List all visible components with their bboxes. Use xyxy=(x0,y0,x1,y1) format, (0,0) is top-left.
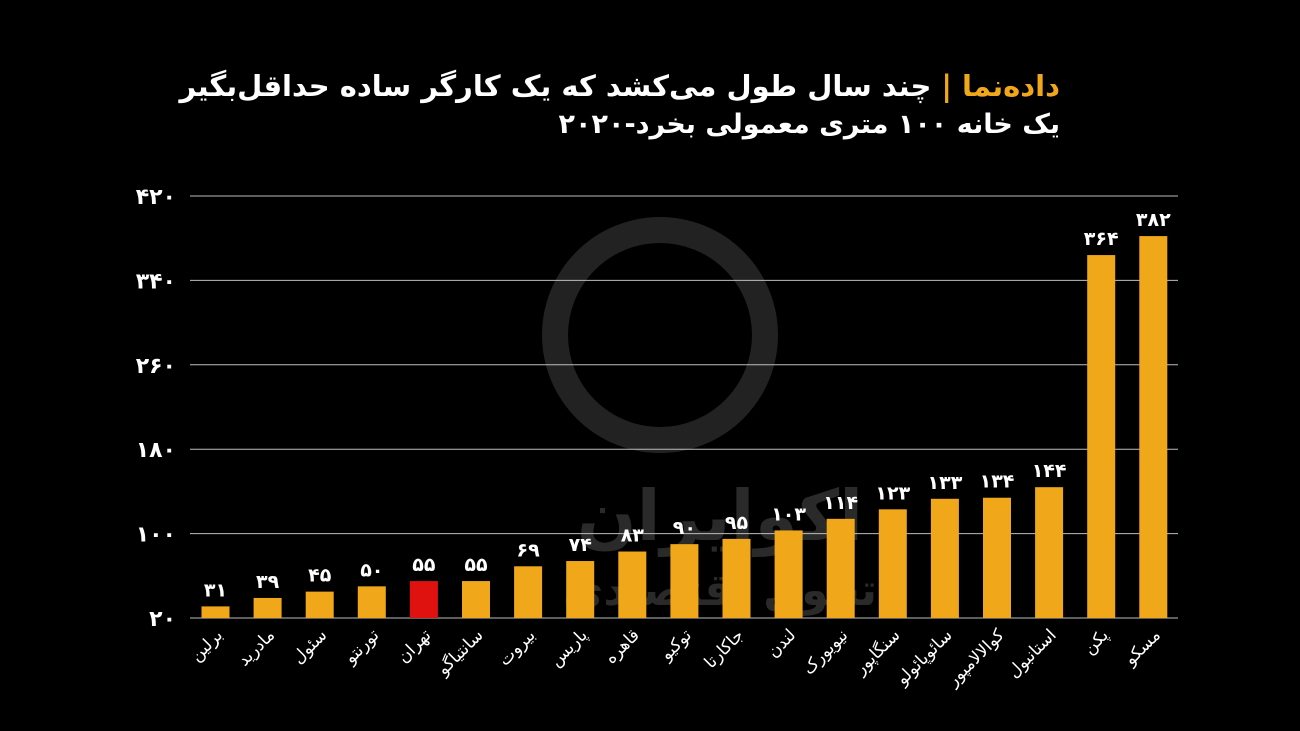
category-label: مادرید xyxy=(234,625,279,670)
value-label: ۵۰ xyxy=(360,559,383,581)
category-label: نیویورک xyxy=(799,625,852,678)
y-tick-label: ۴۲۰ xyxy=(136,185,176,210)
y-tick-label: ۲۰ xyxy=(149,607,176,632)
y-tick-label: ۱۰۰ xyxy=(136,523,176,548)
category-label: قاهره xyxy=(601,625,644,668)
category-label: تورنتو xyxy=(340,625,384,669)
bar xyxy=(1035,487,1064,618)
value-label: ۷۴ xyxy=(569,534,592,556)
value-label: ۵۵ xyxy=(464,554,488,576)
value-label: ۶۹ xyxy=(516,539,540,561)
value-label: ۹۰ xyxy=(673,517,696,539)
value-label: ۴۵ xyxy=(308,565,332,587)
bar xyxy=(409,581,438,618)
bar xyxy=(514,566,543,618)
title-line-2: یک خانه ۱۰۰ متری معمولی بخرد-۲۰۲۰ xyxy=(558,109,1060,140)
value-label: ۵۵ xyxy=(412,554,436,576)
category-label: جاکارتا xyxy=(701,625,748,672)
watermark: اکوایران تحول اقتصادی xyxy=(542,217,877,616)
category-label: سانتیاگو xyxy=(432,625,487,680)
category-label: تهران xyxy=(394,625,436,667)
category-label: لندن xyxy=(764,625,801,662)
value-label: ۱۳۳ xyxy=(928,472,963,494)
bar xyxy=(826,518,855,618)
brand-label: داده‌نما xyxy=(961,69,1060,103)
title-text: چند سال طول می‌کشد که یک کارگر ساده حداق… xyxy=(179,69,932,103)
value-label: ۱۰۳ xyxy=(771,503,806,525)
bar xyxy=(878,509,907,618)
watermark-sub: تحول اقتصادی xyxy=(563,565,877,616)
watermark-logo xyxy=(542,217,778,453)
value-label: ۱۱۴ xyxy=(823,492,858,514)
category-label: سئول xyxy=(288,625,331,668)
title-separator: | xyxy=(941,69,952,103)
y-tick-label: ۳۴۰ xyxy=(136,269,176,294)
bar xyxy=(305,591,334,618)
category-label: پاریس xyxy=(546,625,592,671)
bar xyxy=(462,581,490,618)
value-label: ۳۱ xyxy=(204,579,227,601)
watermark-main: اکوایران xyxy=(577,475,863,557)
bar xyxy=(670,544,699,618)
category-label: پکن xyxy=(1079,625,1112,658)
category-label: بیروت xyxy=(495,625,540,670)
value-labels: ۳۱ ۳۹ ۴۵ ۵۰ ۵۵ ۵۵ ۶۹ ۷۴ ۸۳ ۹۰ ۹۵ ۱۰۳ ۱۱۴ ۱۲۳ ۱۳۳ ۱۳۴ ۱۴۴… xyxy=(204,209,1171,601)
bar xyxy=(1139,236,1168,618)
category-label: توکیو xyxy=(656,625,696,665)
y-axis: ۲۰ ۱۰۰ ۱۸۰ ۲۶۰ ۳۴۰ ۴۲۰ xyxy=(136,185,176,632)
bar xyxy=(201,606,230,618)
y-tick-label: ۲۶۰ xyxy=(136,354,176,379)
bar xyxy=(357,586,386,618)
bar xyxy=(774,530,803,618)
value-label: ۱۴۴ xyxy=(1032,460,1067,482)
value-label: ۸۳ xyxy=(621,525,645,547)
chart-title: داده‌نما | چند سال طول می‌کشد که یک کارگر … xyxy=(160,66,1060,144)
category-label: استانبول xyxy=(1004,625,1061,682)
category-label: کوالالامپور xyxy=(943,625,1010,692)
bar xyxy=(983,497,1011,618)
y-tick-label: ۱۸۰ xyxy=(136,438,176,463)
value-label: ۱۲۳ xyxy=(875,482,910,504)
title-line-1: داده‌نما | چند سال طول می‌کشد که یک کارگر … xyxy=(160,66,1060,106)
bar xyxy=(1087,255,1116,618)
value-label: ۳۹ xyxy=(256,571,280,593)
category-label: مسکو xyxy=(1120,625,1165,670)
value-label: ۹۵ xyxy=(725,512,749,534)
value-label: ۳۸۲ xyxy=(1136,209,1171,231)
bar xyxy=(566,561,595,618)
value-label: ۳۶۴ xyxy=(1084,228,1119,250)
bar xyxy=(930,498,959,618)
category-label: برلین xyxy=(186,625,227,666)
bar xyxy=(253,597,282,618)
bar xyxy=(722,538,751,618)
bars xyxy=(201,236,1168,618)
bar xyxy=(618,551,647,618)
value-label: ۱۳۴ xyxy=(980,471,1015,493)
